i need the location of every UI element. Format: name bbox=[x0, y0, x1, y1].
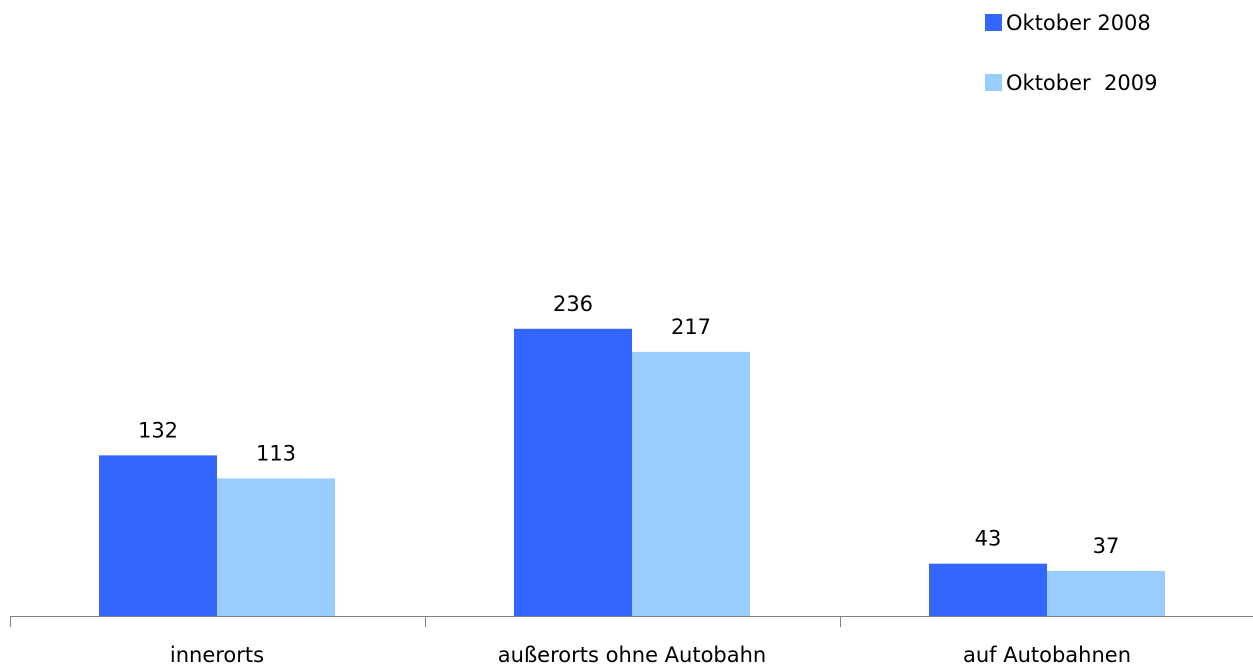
x-tick-label: außerorts ohne Autobahn bbox=[498, 643, 766, 667]
legend-swatch bbox=[985, 14, 1002, 31]
value-labels-layer: 132 113 236 217 43 37 bbox=[138, 292, 1119, 558]
legend: Oktober 2008 Oktober 2009 bbox=[985, 11, 1157, 95]
bar-2009-2 bbox=[1047, 570, 1165, 616]
bar-2009-1 bbox=[632, 351, 750, 616]
legend-label: Oktober 2009 bbox=[1006, 71, 1157, 95]
x-tick-label: innerorts bbox=[170, 643, 264, 667]
x-axis: innerorts außerorts ohne Autobahn auf Auto… bbox=[10, 616, 1253, 667]
legend-swatch bbox=[985, 74, 1002, 91]
data-label: 217 bbox=[671, 315, 711, 339]
data-label: 236 bbox=[553, 292, 593, 316]
bar-2008-1 bbox=[514, 328, 632, 616]
data-label: 37 bbox=[1093, 534, 1120, 558]
legend-label: Oktober 2008 bbox=[1006, 11, 1151, 35]
bar-2008-0 bbox=[99, 455, 217, 616]
data-label: 43 bbox=[975, 527, 1002, 551]
bar-2008-2 bbox=[929, 563, 1047, 616]
bars-layer bbox=[99, 328, 1165, 616]
data-label: 132 bbox=[138, 418, 178, 442]
data-label: 113 bbox=[256, 441, 296, 465]
x-tick-label: auf Autobahnen bbox=[963, 643, 1131, 667]
bar-2009-0 bbox=[217, 478, 335, 616]
